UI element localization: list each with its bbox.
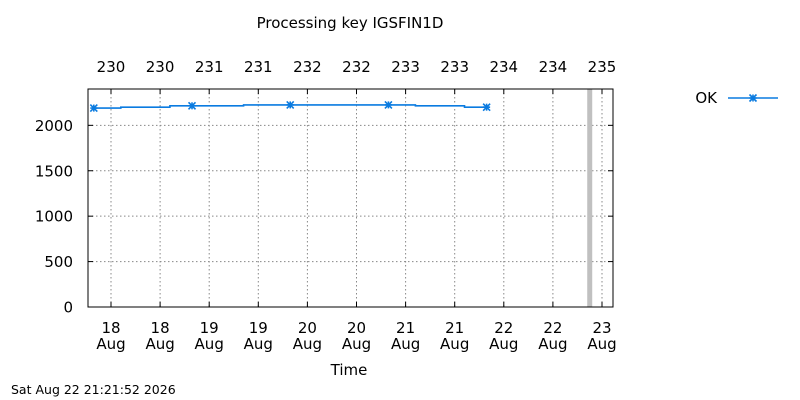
x-tick-day: 20 bbox=[347, 319, 366, 337]
legend-label: OK bbox=[695, 89, 718, 107]
x-tick-month: Aug bbox=[538, 335, 567, 353]
y-tick-labels: 0 500 1000 1500 2000 bbox=[35, 117, 73, 317]
x-top-tick-label: 231 bbox=[244, 58, 273, 76]
x-axis-label: Time bbox=[330, 361, 368, 379]
y-tick-label: 0 bbox=[63, 299, 73, 317]
grid-lines bbox=[88, 89, 613, 307]
x-top-tick-label: 232 bbox=[293, 58, 322, 76]
data-point-marker bbox=[286, 100, 295, 109]
x-tick-month: Aug bbox=[96, 335, 125, 353]
x-bottom-tick-labels: 18Aug18Aug19Aug19Aug20Aug20Aug21Aug21Aug… bbox=[96, 319, 616, 353]
x-tick-day: 20 bbox=[298, 319, 317, 337]
x-tick-day: 22 bbox=[494, 319, 513, 337]
x-tick-month: Aug bbox=[587, 335, 616, 353]
x-tick-month: Aug bbox=[293, 335, 322, 353]
x-top-tick-label: 233 bbox=[391, 58, 420, 76]
x-tick-month: Aug bbox=[195, 335, 224, 353]
series-line-ok bbox=[93, 104, 487, 109]
x-tick-month: Aug bbox=[244, 335, 273, 353]
x-tick-month: Aug bbox=[342, 335, 371, 353]
x-top-tick-label: 231 bbox=[195, 58, 224, 76]
x-top-tick-label: 233 bbox=[440, 58, 469, 76]
data-point-marker bbox=[482, 103, 491, 112]
x-tick-day: 21 bbox=[396, 319, 415, 337]
y-tick-label: 2000 bbox=[35, 117, 73, 135]
data-point-marker bbox=[187, 101, 197, 110]
x-tick-day: 21 bbox=[445, 319, 464, 337]
x-tick-month: Aug bbox=[391, 335, 420, 353]
x-top-tick-label: 234 bbox=[539, 58, 568, 76]
plot-frame bbox=[87, 88, 614, 308]
chart-title: Processing key IGSFIN1D bbox=[256, 14, 444, 32]
y-tick-label: 1000 bbox=[35, 208, 73, 226]
x-tick-month: Aug bbox=[145, 335, 174, 353]
legend: OK bbox=[695, 89, 778, 107]
legend-marker bbox=[748, 93, 758, 103]
x-top-tick-labels: 230 230 231 231 232 232 233 233 234 234 235 bbox=[97, 58, 617, 76]
x-tick-month: Aug bbox=[440, 335, 469, 353]
y-tick-label: 1500 bbox=[35, 162, 73, 180]
x-tick-day: 18 bbox=[151, 319, 170, 337]
series-layer bbox=[89, 100, 491, 113]
x-tick-day: 23 bbox=[592, 319, 611, 337]
x-tick-day: 19 bbox=[249, 319, 268, 337]
axis-ticks bbox=[88, 89, 613, 308]
current-time-marker bbox=[587, 89, 593, 307]
timestamp-footer: Sat Aug 22 21:21:52 2026 bbox=[11, 382, 176, 397]
x-tick-month: Aug bbox=[489, 335, 518, 353]
x-top-tick-label: 230 bbox=[146, 58, 175, 76]
now-marker-layer bbox=[587, 89, 593, 307]
x-tick-day: 19 bbox=[200, 319, 219, 337]
x-tick-day: 18 bbox=[101, 319, 120, 337]
x-top-tick-label: 230 bbox=[97, 58, 126, 76]
data-point-marker bbox=[384, 100, 393, 109]
x-top-tick-label: 234 bbox=[489, 58, 518, 76]
data-point-marker bbox=[89, 104, 98, 113]
x-top-tick-label: 235 bbox=[588, 58, 617, 76]
x-tick-day: 22 bbox=[543, 319, 562, 337]
x-top-tick-label: 232 bbox=[342, 58, 371, 76]
y-tick-label: 500 bbox=[44, 253, 73, 271]
